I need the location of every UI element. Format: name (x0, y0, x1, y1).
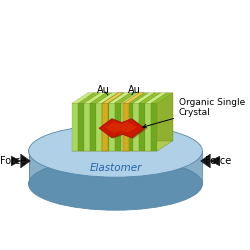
Polygon shape (84, 103, 90, 151)
Text: Elastomer: Elastomer (89, 163, 142, 173)
Polygon shape (96, 93, 118, 103)
Polygon shape (72, 141, 173, 151)
Polygon shape (21, 154, 30, 168)
Polygon shape (121, 103, 127, 151)
Polygon shape (101, 120, 146, 139)
Polygon shape (210, 156, 220, 166)
Polygon shape (96, 103, 102, 151)
Polygon shape (102, 103, 108, 151)
Polygon shape (121, 93, 142, 103)
Text: Force: Force (0, 156, 26, 166)
Polygon shape (72, 93, 94, 103)
Polygon shape (127, 103, 133, 151)
Polygon shape (72, 103, 78, 151)
Polygon shape (88, 93, 173, 141)
Polygon shape (145, 93, 167, 103)
Polygon shape (108, 103, 114, 151)
Ellipse shape (28, 158, 203, 210)
Polygon shape (114, 93, 136, 103)
Polygon shape (201, 154, 210, 168)
Polygon shape (108, 93, 130, 103)
Polygon shape (123, 103, 128, 151)
Polygon shape (78, 103, 84, 151)
Polygon shape (139, 93, 161, 103)
Polygon shape (105, 122, 137, 132)
Polygon shape (11, 156, 21, 166)
Polygon shape (28, 151, 203, 184)
Polygon shape (123, 93, 144, 103)
Polygon shape (139, 103, 145, 151)
Text: Au: Au (128, 85, 141, 95)
Polygon shape (133, 103, 139, 151)
Polygon shape (78, 93, 100, 103)
Polygon shape (133, 93, 154, 103)
Polygon shape (99, 119, 144, 138)
Polygon shape (151, 103, 157, 151)
Text: Au: Au (97, 85, 110, 95)
Polygon shape (151, 93, 173, 103)
Polygon shape (102, 93, 124, 103)
Polygon shape (90, 103, 96, 151)
Polygon shape (145, 103, 151, 151)
Polygon shape (127, 93, 148, 103)
Polygon shape (84, 93, 106, 103)
Polygon shape (102, 93, 123, 103)
Polygon shape (102, 103, 108, 151)
Text: Organic Single
Crystal: Organic Single Crystal (143, 98, 245, 128)
Ellipse shape (28, 125, 203, 177)
Text: Force: Force (205, 156, 231, 166)
Polygon shape (114, 103, 121, 151)
Polygon shape (90, 93, 112, 103)
